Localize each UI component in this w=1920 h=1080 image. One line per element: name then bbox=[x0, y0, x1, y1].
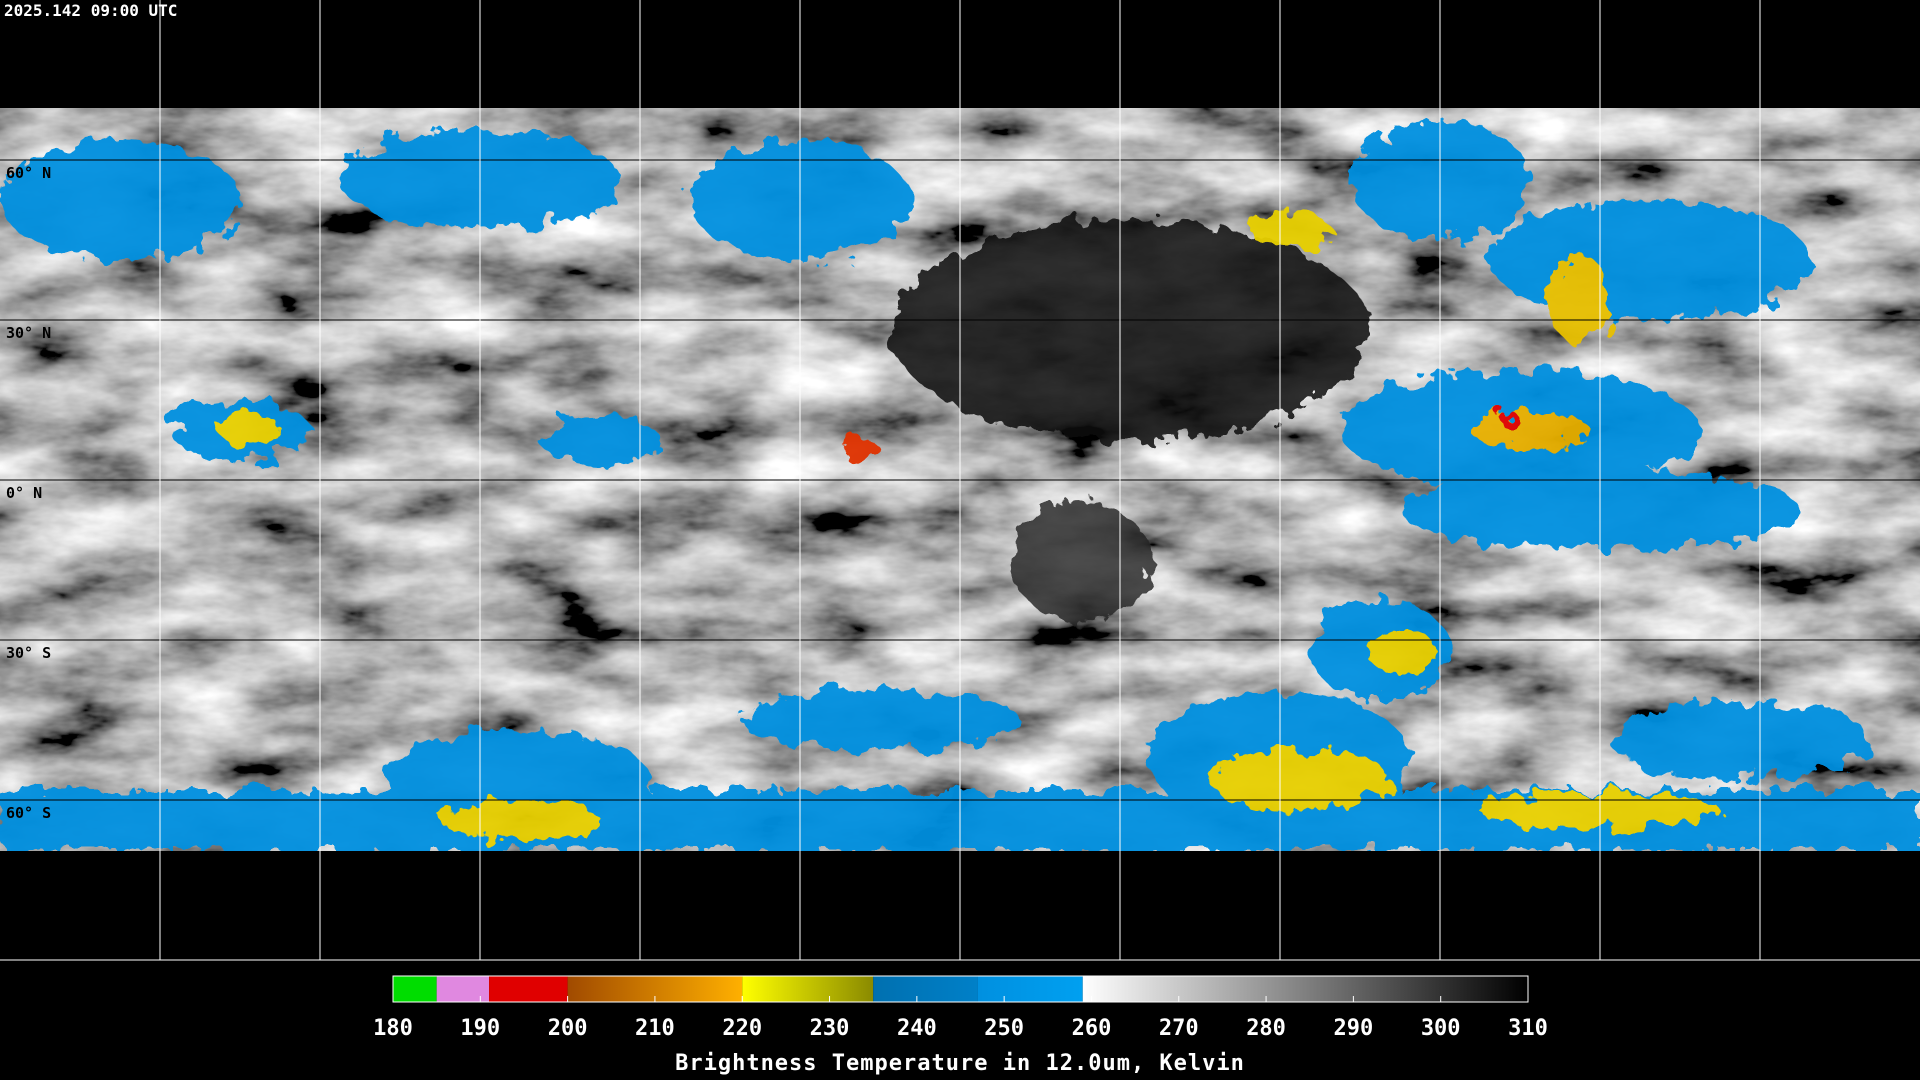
colorbar-tick-label: 290 bbox=[1334, 1016, 1374, 1041]
colorbar-tick-label: 210 bbox=[635, 1016, 675, 1041]
colorbar-title: Brightness Temperature in 12.0um, Kelvin bbox=[675, 1051, 1245, 1076]
colorbar-segment bbox=[977, 976, 1083, 1002]
colorbar-tick-label: 180 bbox=[373, 1016, 413, 1041]
colorbar-tick-label: 270 bbox=[1159, 1016, 1199, 1041]
timestamp: 2025.142 09:00 UTC bbox=[4, 1, 177, 20]
colorbar-segment bbox=[873, 976, 978, 1002]
latitude-label: 60° N bbox=[6, 164, 51, 182]
latitude-label: 30° S bbox=[6, 644, 51, 662]
colorbar-segment bbox=[1082, 976, 1528, 1002]
colorbar-tick-label: 300 bbox=[1421, 1016, 1461, 1041]
colorbar-tick-label: 280 bbox=[1246, 1016, 1286, 1041]
latitude-label: 60° S bbox=[6, 804, 51, 822]
colorbar-segment bbox=[489, 976, 568, 1002]
colorbar-tick-label: 240 bbox=[897, 1016, 937, 1041]
colorbar: 180 190 200 210 220 230 240 250 260 270 280 290 300 3… bbox=[373, 975, 1548, 1041]
colorbar-segment bbox=[393, 976, 437, 1002]
colorbar-tick-label: 220 bbox=[722, 1016, 762, 1041]
longitude-grid bbox=[159, 0, 1761, 960]
colorbar-frame bbox=[392, 975, 1529, 1003]
colorbar-tick-label: 190 bbox=[460, 1016, 500, 1041]
colorbar-segment bbox=[742, 976, 874, 1002]
colorbar-segment bbox=[436, 976, 490, 1002]
colorbar-tick-label: 230 bbox=[810, 1016, 850, 1041]
colorbar-tick-label: 310 bbox=[1508, 1016, 1548, 1041]
latitude-label: 0° N bbox=[6, 484, 42, 502]
colorbar-tick-label: 200 bbox=[548, 1016, 588, 1041]
latitude-label: 30° N bbox=[6, 324, 51, 342]
colorbar-tick-label: 250 bbox=[984, 1016, 1024, 1041]
latitude-labels: 60° N 30° N 0° N 30° S 60° S bbox=[6, 164, 51, 822]
colorbar-tick-label: 260 bbox=[1072, 1016, 1112, 1041]
